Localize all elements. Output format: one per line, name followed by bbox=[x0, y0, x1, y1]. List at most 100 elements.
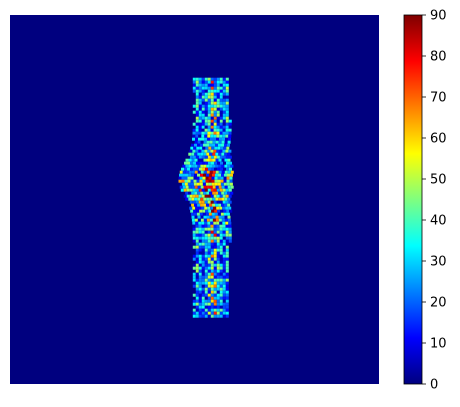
heatmap-cell bbox=[228, 137, 231, 141]
heatmap-cell bbox=[200, 170, 204, 174]
heatmap-cell bbox=[225, 308, 229, 312]
heatmap-cell bbox=[198, 89, 202, 93]
heatmap-cell bbox=[217, 179, 221, 183]
heatmap-cell bbox=[195, 128, 199, 132]
heatmap-cell bbox=[222, 233, 226, 237]
heatmap-cell bbox=[225, 293, 229, 297]
heatmap-cell bbox=[192, 227, 196, 231]
heatmap-cell bbox=[229, 179, 233, 183]
heatmap-cell bbox=[209, 203, 213, 207]
heatmap-cell bbox=[225, 314, 229, 318]
heatmap-cell bbox=[188, 164, 192, 168]
heatmap-cell bbox=[204, 227, 208, 231]
heatmap-cell bbox=[178, 179, 182, 183]
heatmap-cell bbox=[191, 152, 195, 156]
heatmap-cell bbox=[204, 263, 208, 267]
heatmap-cell bbox=[198, 95, 202, 99]
heatmap-cell bbox=[227, 140, 231, 144]
heatmap-cell bbox=[207, 131, 211, 135]
heatmap-cell bbox=[202, 182, 206, 186]
heatmap-cell bbox=[201, 119, 205, 123]
colorbar-tick-label: 20 bbox=[430, 296, 447, 311]
heatmap-cell bbox=[216, 227, 220, 231]
heatmap-cell bbox=[225, 95, 229, 99]
heatmap-cell bbox=[203, 140, 207, 144]
heatmap-cell bbox=[222, 275, 226, 279]
heatmap-cell bbox=[207, 107, 211, 111]
heatmap-cell bbox=[188, 158, 192, 162]
heatmap-cell bbox=[215, 218, 219, 222]
heatmap-cell bbox=[213, 149, 217, 153]
heatmap-cell bbox=[198, 110, 202, 114]
heatmap-cell bbox=[195, 155, 199, 159]
heatmap-cell bbox=[202, 146, 206, 150]
heatmap-cell bbox=[213, 272, 217, 276]
heatmap-cell bbox=[207, 98, 211, 102]
heatmap-cell bbox=[198, 119, 202, 123]
heatmap-cell bbox=[222, 242, 226, 246]
heatmap-cell bbox=[191, 158, 195, 162]
heatmap-cell bbox=[219, 200, 223, 204]
heatmap-cell bbox=[210, 200, 214, 204]
heatmap-cell bbox=[210, 101, 214, 105]
heatmap-cell bbox=[218, 215, 222, 219]
heatmap-cell bbox=[212, 152, 216, 156]
heatmap-cell bbox=[224, 170, 228, 174]
heatmap-cell bbox=[178, 176, 182, 180]
heatmap-cell bbox=[207, 275, 211, 279]
heatmap-cell bbox=[222, 248, 226, 252]
heatmap-cell bbox=[216, 236, 220, 240]
heatmap-cell bbox=[226, 182, 230, 186]
heatmap-cell bbox=[191, 185, 195, 189]
heatmap-cell bbox=[207, 86, 211, 90]
heatmap-cell bbox=[217, 161, 220, 165]
heatmap-cell bbox=[216, 134, 220, 138]
heatmap-cell bbox=[204, 284, 208, 288]
heatmap-cell bbox=[219, 290, 223, 294]
heatmap-cell bbox=[210, 275, 214, 279]
heatmap-cell bbox=[216, 311, 220, 315]
heatmap-cell bbox=[222, 113, 226, 117]
heatmap-cell bbox=[200, 197, 204, 201]
heatmap-cell bbox=[229, 209, 233, 213]
heatmap-cell bbox=[222, 128, 226, 132]
heatmap-cell bbox=[210, 134, 214, 138]
heatmap-cell bbox=[214, 212, 218, 216]
heatmap-cell bbox=[213, 254, 217, 258]
heatmap-cell bbox=[201, 230, 205, 234]
heatmap-cell bbox=[201, 245, 205, 249]
heatmap-cell bbox=[209, 143, 212, 147]
heatmap-cell bbox=[207, 155, 211, 159]
heatmap-cell bbox=[197, 191, 201, 195]
heatmap-cell bbox=[223, 212, 227, 216]
heatmap-cell bbox=[199, 176, 203, 180]
heatmap-cell bbox=[195, 107, 199, 111]
heatmap-cell bbox=[210, 95, 214, 99]
heatmap-cell bbox=[210, 245, 214, 249]
heatmap-cell bbox=[207, 188, 211, 192]
heatmap-cell bbox=[207, 200, 211, 204]
heatmap-cell bbox=[204, 86, 208, 90]
heatmap-cell bbox=[227, 191, 231, 195]
heatmap-cell bbox=[224, 191, 228, 195]
heatmap-cell bbox=[226, 179, 230, 183]
heatmap-cell bbox=[224, 152, 228, 156]
heatmap-cell bbox=[219, 110, 223, 114]
heatmap-cell bbox=[192, 149, 196, 153]
heatmap-cell bbox=[195, 269, 199, 273]
heatmap-cell bbox=[213, 110, 217, 114]
heatmap-cell bbox=[219, 284, 223, 288]
heatmap-cell bbox=[195, 80, 199, 84]
heatmap-cell bbox=[192, 134, 196, 138]
heatmap-cell bbox=[213, 242, 217, 246]
heatmap-cell bbox=[210, 83, 214, 87]
heatmap-cell bbox=[221, 218, 225, 222]
heatmap-cell bbox=[198, 299, 202, 303]
heatmap-cell bbox=[221, 170, 225, 174]
heatmap-cell bbox=[225, 233, 229, 237]
heatmap-cell bbox=[222, 311, 226, 315]
heatmap-cell bbox=[207, 308, 211, 312]
heatmap-cell bbox=[222, 200, 226, 204]
heatmap-cell bbox=[226, 161, 229, 165]
